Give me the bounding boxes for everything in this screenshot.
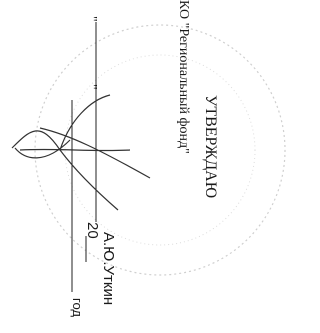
signatory: А.Ю.Уткин: [100, 232, 117, 305]
signature: [12, 95, 150, 210]
quote-close: ": [84, 84, 99, 90]
heading: УТВЕРЖДАЮ: [202, 95, 219, 198]
quote-open: ": [84, 16, 99, 22]
organization: КО "Региональный фонд": [176, 0, 191, 154]
page: {"approval": {"heading": "УТВЕРЖДАЮ", "o…: [0, 0, 292, 333]
year-suffix: год: [70, 298, 85, 317]
year-prefix: 20: [84, 222, 101, 239]
document-scan: УТВЕРЖДАЮ КО "Региональный фонд" А.Ю.Утк…: [0, 0, 292, 333]
